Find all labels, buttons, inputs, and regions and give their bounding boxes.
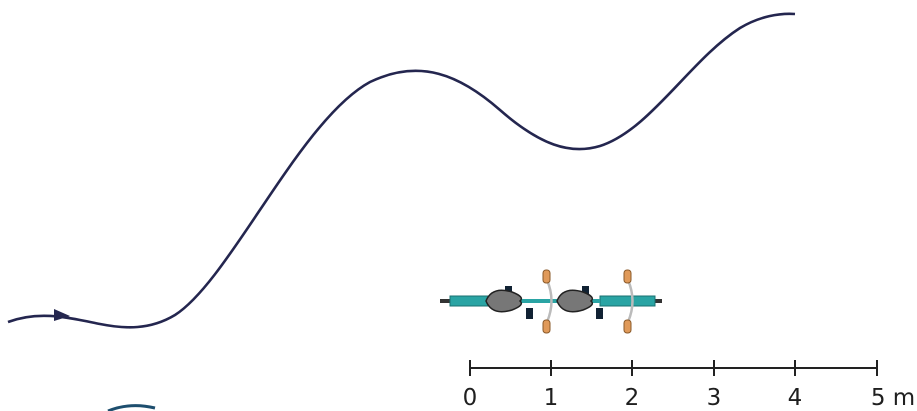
pedal	[526, 308, 533, 319]
rider	[556, 289, 594, 313]
grip	[623, 319, 632, 334]
scale-bar: 0 1 2 3 4 5 m	[463, 360, 915, 411]
grip	[623, 269, 632, 284]
grip	[542, 269, 551, 284]
direction-arrow	[54, 309, 70, 321]
scale-label: 2	[625, 385, 640, 411]
partial-circle	[107, 404, 156, 411]
trajectory	[7, 12, 796, 329]
rider	[485, 289, 523, 313]
scale-label: 3	[707, 385, 722, 411]
scale-label: 4	[788, 385, 803, 411]
pedal	[582, 286, 589, 297]
front-wheel	[599, 295, 656, 307]
handlebar	[545, 279, 553, 323]
scale-label: 5 m	[871, 385, 915, 411]
pedal	[596, 308, 603, 319]
handlebar	[626, 279, 634, 323]
scale-label: 0	[463, 385, 478, 411]
scale-label: 1	[544, 385, 559, 411]
tandem-bicycle	[440, 269, 662, 334]
grip	[542, 319, 551, 334]
